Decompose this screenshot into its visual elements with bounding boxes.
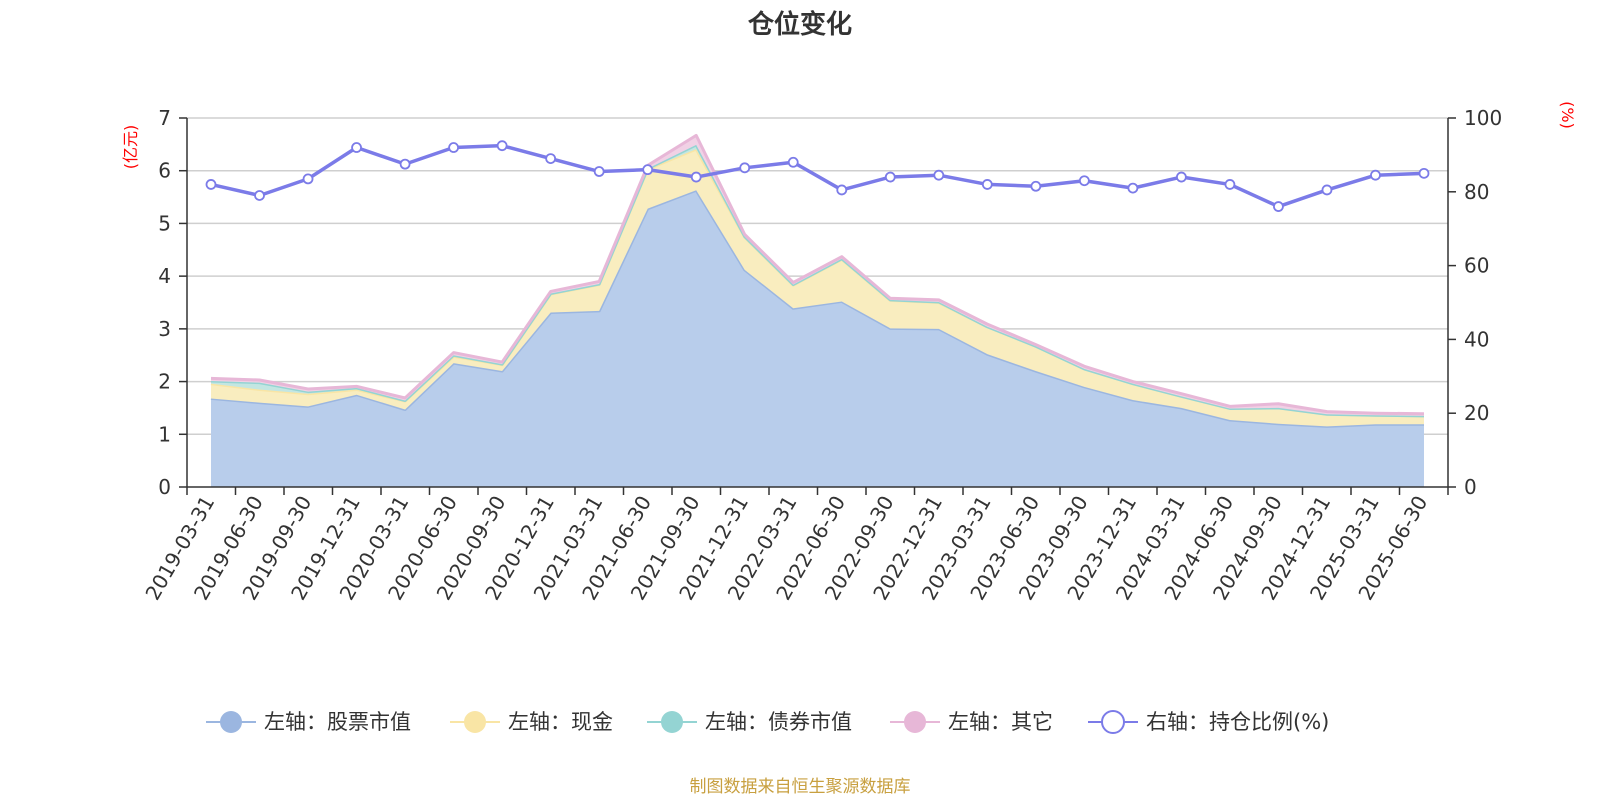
left-tick-label: 6 [158,159,171,183]
left-tick-label: 5 [158,211,171,235]
ratio-point [1370,169,1381,181]
right-tick-label: 20 [1464,401,1489,425]
legend-swatch-marker [1101,710,1125,734]
ratio-point [448,142,460,153]
legend-label: 左轴：债券市值 [705,710,852,734]
ratio-point [884,171,896,183]
left-tick-label: 4 [158,264,171,288]
right-tick-label: 0 [1464,475,1477,499]
legend: 左轴：股票市值 左轴：现金 左轴：债券市值 左轴：其它 右轴：持仓比例(%) [206,710,1329,734]
chart-title: 仓位变化 [747,9,852,40]
legend-label: 左轴：其它 [948,710,1053,734]
right-tick-label: 40 [1464,327,1489,351]
left-tick-label: 3 [158,317,171,341]
left-tick-label: 7 [158,106,171,130]
legend-swatch-marker [464,711,486,733]
ratio-line [210,143,1425,209]
ratio-point [254,190,265,201]
right-tick-label: 80 [1464,180,1489,204]
ratio-point [496,140,508,152]
legend-swatch-marker [904,711,926,733]
ratio-point [1418,167,1430,179]
ratio-point [205,179,217,190]
left-axis-unit: (亿元) [121,125,140,170]
legend-label: 左轴：现金 [508,710,613,734]
ratio-point [399,158,411,170]
ratio-point [642,164,654,176]
ratio-point [593,166,605,177]
ratio-point [690,171,702,183]
left-tick-label: 2 [158,370,171,394]
area-fill-series-2 [211,149,1424,427]
right-axis-unit: (%) [1558,101,1577,129]
ratio-point [302,173,314,185]
ratio-point [1321,184,1333,196]
left-tick-label: 0 [158,475,171,499]
legend-swatch-marker [661,711,683,733]
ratio-point [933,169,945,181]
ratio-point [787,156,799,168]
ratio-point [1030,180,1042,192]
left-tick-label: 1 [158,422,171,446]
legend-swatch-marker [220,711,242,733]
ratio-point [1224,179,1236,190]
ratio-line-layer [205,140,1430,212]
legend-label: 右轴：持仓比例(%) [1146,710,1329,734]
ratio-point [981,179,993,190]
ratio-point [1273,201,1284,212]
ratio-point [739,162,751,174]
area-line-series-4 [210,133,1425,416]
area-fill-series-1 [211,190,1424,487]
ratio-point [545,153,557,164]
stacked-area-layer [210,133,1425,487]
ratio-point [1176,171,1187,183]
right-tick-label: 60 [1464,254,1489,278]
ratio-point [351,142,362,153]
ratio-point [1127,182,1139,194]
right-tick-label: 100 [1464,106,1502,130]
data-source-note: 制图数据来自恒生聚源数据库 [690,777,911,797]
ratio-point [1078,175,1090,187]
ratio-point [836,184,848,196]
legend-label: 左轴：股票市值 [264,710,411,734]
